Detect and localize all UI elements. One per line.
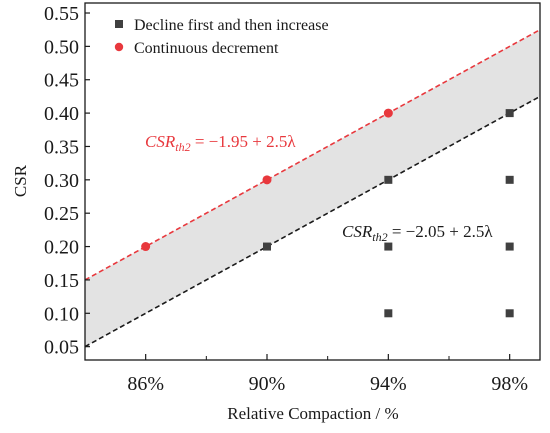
threshold-band (85, 29, 540, 347)
square-data-point (505, 309, 514, 318)
square-data-point (505, 109, 514, 118)
y-tick-label: 0.35 (44, 136, 79, 158)
circle-data-point (383, 108, 393, 118)
circle-data-point (141, 242, 151, 252)
x-axis-title: Relative Compaction / % (227, 404, 398, 423)
upper-threshold-equation: CSRth2 = −1.95 + 2.5λ (145, 132, 296, 154)
lower-threshold-equation: CSRth2 = −2.05 + 2.5λ (342, 222, 493, 244)
y-tick-label: 0.40 (44, 103, 79, 125)
x-tick-label: 90% (249, 373, 286, 395)
legend-label-decline-then-increase: Decline first and then increase (134, 17, 329, 34)
square-data-point (505, 175, 514, 184)
data-points (141, 108, 514, 318)
y-tick-label: 0.10 (44, 303, 79, 325)
y-tick-label: 0.05 (44, 337, 79, 359)
x-axis: 86% 90% 94% 98% (127, 354, 528, 395)
y-tick-label: 0.50 (44, 36, 79, 58)
y-tick-label: 0.25 (44, 203, 79, 225)
legend-marker-circle (114, 42, 124, 52)
square-data-point (263, 242, 271, 251)
upper-threshold-line (85, 28, 540, 281)
y-tick-label: 0.55 (44, 3, 79, 25)
lower-threshold-line (85, 95, 540, 348)
band-fill (85, 29, 540, 347)
circle-data-point (262, 175, 272, 185)
threshold-lines (85, 28, 540, 348)
y-axis: 0.05 0.10 0.15 0.20 0.25 0.30 0.35 0.40 0.45 0.50… (44, 3, 90, 359)
legend: Decline first and then increase Continuo… (114, 17, 329, 57)
legend-label-continuous-decrement: Continuous decrement (134, 40, 279, 57)
x-tick-label: 94% (370, 373, 407, 395)
x-tick-label: 86% (127, 373, 164, 395)
y-tick-label: 0.45 (44, 70, 79, 92)
plot-frame (84, 2, 541, 361)
square-data-point (384, 309, 393, 318)
y-tick-label: 0.15 (44, 270, 79, 292)
square-data-point (384, 175, 393, 184)
y-axis-title: CSR (11, 164, 30, 197)
legend-marker-square (115, 20, 123, 28)
x-tick-label: 98% (491, 373, 528, 395)
square-data-point (384, 242, 393, 251)
square-data-point (505, 242, 514, 251)
y-tick-label: 0.20 (44, 237, 79, 259)
y-tick-label: 0.30 (44, 170, 79, 192)
